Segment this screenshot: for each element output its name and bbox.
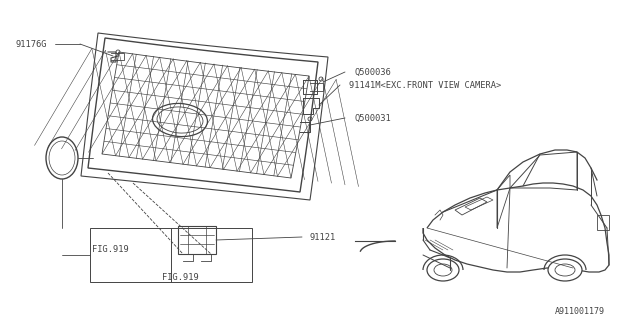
Ellipse shape — [548, 259, 582, 281]
Bar — [90, 228, 252, 282]
Ellipse shape — [46, 137, 78, 179]
Text: 91176G: 91176G — [15, 39, 47, 49]
Bar — [178, 226, 216, 254]
Text: Q500036: Q500036 — [354, 68, 391, 76]
Ellipse shape — [427, 259, 459, 281]
Text: Q500031: Q500031 — [354, 114, 391, 123]
Text: 91141M<EXC.FRONT VIEW CAMERA>: 91141M<EXC.FRONT VIEW CAMERA> — [349, 81, 501, 90]
Text: FIG.919: FIG.919 — [92, 245, 129, 254]
Text: FIG.919: FIG.919 — [162, 274, 199, 283]
Bar — [597, 215, 609, 230]
Text: A911001179: A911001179 — [555, 307, 605, 316]
Ellipse shape — [152, 103, 207, 137]
Text: 91121: 91121 — [309, 233, 335, 242]
